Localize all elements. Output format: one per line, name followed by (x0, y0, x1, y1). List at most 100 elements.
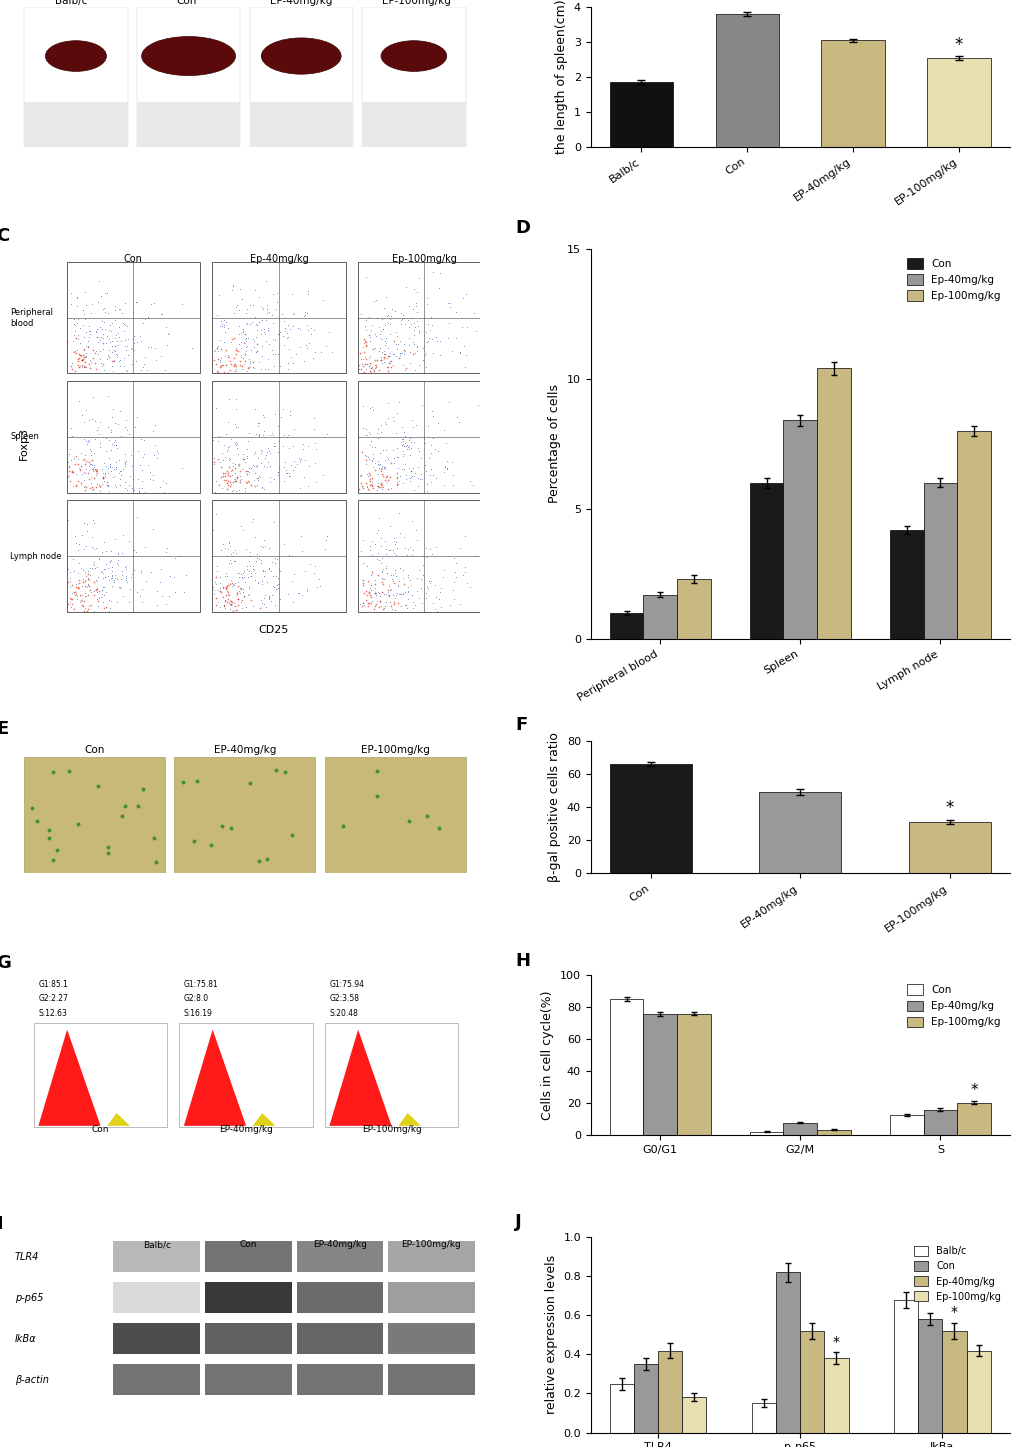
Point (432, 576, 448, 599)
Point (154, 302, 170, 326)
Point (222, 535, 238, 559)
Point (291, 450, 308, 473)
Point (302, 551, 318, 574)
Point (247, 278, 263, 301)
Point (61, 560, 77, 583)
Point (74, 349, 91, 372)
Point (230, 580, 247, 603)
Point (387, 333, 404, 356)
Point (367, 582, 383, 605)
Point (103, 459, 119, 482)
Point (294, 433, 311, 456)
Point (250, 572, 266, 595)
Point (110, 412, 126, 436)
Point (366, 595, 382, 618)
Point (78, 321, 95, 344)
Point (274, 324, 290, 347)
Point (145, 463, 161, 486)
Point (239, 459, 256, 482)
Point (364, 473, 380, 496)
Point (83, 350, 99, 373)
Point (147, 414, 163, 437)
Point (377, 464, 393, 488)
Point (111, 467, 127, 491)
Point (255, 424, 271, 447)
Point (101, 339, 117, 362)
Point (90, 291, 106, 314)
Point (279, 313, 296, 336)
Point (457, 355, 473, 378)
Point (108, 457, 124, 480)
Point (373, 560, 389, 583)
Point (112, 330, 128, 353)
Y-axis label: relative expression levels: relative expression levels (544, 1256, 557, 1415)
Point (315, 463, 331, 486)
Point (258, 330, 274, 353)
Point (242, 470, 258, 493)
Point (405, 590, 421, 614)
Point (226, 327, 243, 350)
Point (298, 333, 314, 356)
Point (72, 459, 89, 482)
Point (373, 454, 389, 478)
Point (354, 352, 370, 375)
Point (73, 557, 90, 580)
Point (382, 304, 398, 327)
Point (399, 436, 416, 459)
Point (116, 451, 132, 475)
Point (379, 305, 395, 328)
Point (237, 336, 254, 359)
Text: Balb/c: Balb/c (143, 1240, 171, 1249)
Point (414, 337, 430, 360)
Point (74, 355, 91, 378)
Point (77, 570, 94, 593)
Point (334, 815, 351, 838)
Point (371, 548, 387, 572)
Point (363, 589, 379, 612)
Point (253, 323, 269, 346)
Point (131, 324, 148, 347)
Point (97, 464, 113, 488)
Point (64, 475, 81, 498)
Point (76, 479, 93, 502)
Polygon shape (39, 1030, 101, 1126)
Point (260, 318, 276, 341)
Point (107, 527, 123, 550)
Point (73, 462, 90, 485)
Point (242, 544, 258, 567)
Point (101, 589, 117, 612)
Point (396, 424, 413, 447)
Point (45, 848, 61, 871)
Polygon shape (253, 1113, 275, 1126)
Point (253, 438, 269, 462)
Point (209, 554, 225, 577)
Point (265, 574, 281, 598)
Point (368, 324, 384, 347)
Point (95, 466, 111, 489)
Bar (956, 431, 989, 640)
Point (221, 464, 237, 488)
Point (104, 433, 120, 456)
Point (387, 559, 404, 582)
Point (363, 450, 379, 473)
Point (391, 341, 408, 365)
Point (373, 340, 389, 363)
Point (85, 509, 101, 532)
Point (226, 572, 243, 595)
Point (410, 321, 426, 344)
Point (366, 436, 382, 459)
Point (218, 579, 234, 602)
Point (285, 301, 302, 324)
Point (85, 475, 101, 498)
Point (254, 476, 270, 499)
Point (211, 284, 227, 307)
Point (84, 407, 100, 430)
Point (125, 467, 142, 491)
Point (95, 323, 111, 346)
Point (86, 570, 102, 593)
Point (421, 572, 437, 595)
Point (116, 313, 132, 336)
Point (355, 572, 371, 595)
Point (229, 570, 246, 593)
Point (411, 320, 427, 343)
